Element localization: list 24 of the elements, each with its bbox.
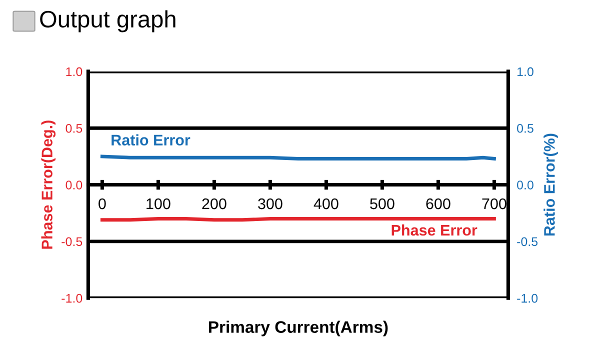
x-tick-label: 300 bbox=[258, 198, 282, 210]
x-tick-label: 500 bbox=[370, 198, 394, 210]
y-tick-label: 1.0 bbox=[66, 67, 82, 76]
y2-axis-title: Ratio Error(%) bbox=[544, 134, 558, 236]
x-tick-label: 100 bbox=[146, 198, 170, 210]
chart-title: Output graph bbox=[40, 10, 176, 32]
y-tick-label: 0.0 bbox=[66, 180, 82, 190]
y2-tick-label: -1.0 bbox=[517, 294, 538, 303]
y2-tick-label: -0.5 bbox=[517, 237, 538, 246]
y-tick-label: -1.0 bbox=[62, 294, 82, 303]
y-tick-label: -0.5 bbox=[62, 237, 82, 246]
series-label: Phase Error bbox=[392, 224, 478, 236]
x-tick-label: 0 bbox=[98, 198, 106, 210]
y-tick-label: 0.5 bbox=[66, 124, 82, 133]
x-tick-label: 200 bbox=[202, 198, 226, 210]
x-tick-label: 600 bbox=[426, 198, 450, 210]
y2-tick-label: 0.0 bbox=[517, 180, 534, 190]
x-tick-label: 700 bbox=[482, 198, 506, 210]
x-tick-label: 400 bbox=[314, 198, 338, 210]
y-axis-title: Phase Error(Deg.) bbox=[41, 120, 56, 249]
y2-tick-label: 0.5 bbox=[517, 124, 534, 133]
y2-tick-label: 1.0 bbox=[517, 67, 534, 76]
series-label: Ratio Error bbox=[112, 134, 190, 146]
x-axis-title: Primary Current(Arms) bbox=[209, 320, 388, 336]
